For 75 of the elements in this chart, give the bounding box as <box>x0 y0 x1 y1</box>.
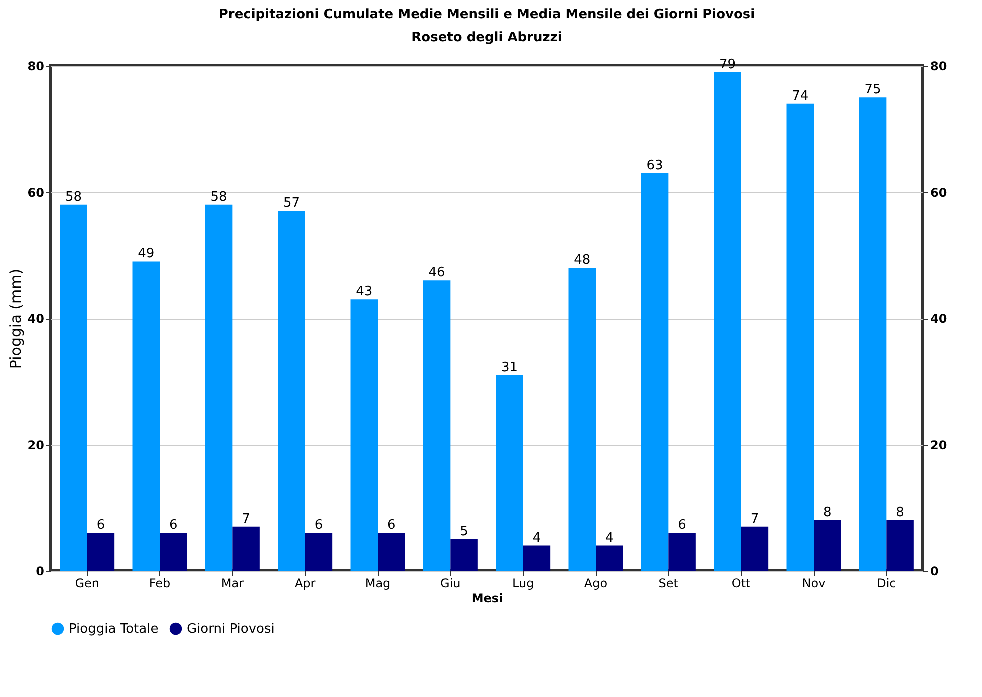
bar <box>450 539 478 571</box>
y2-tick-label: 20 <box>930 438 948 452</box>
bar <box>232 526 260 571</box>
bar <box>886 520 914 571</box>
bar <box>859 98 887 571</box>
y2-tick-label: 60 <box>930 186 948 200</box>
bar <box>668 533 696 571</box>
data-label: 7 <box>750 512 760 527</box>
y-axis-title: Pioggia (mm) <box>6 268 25 370</box>
bar <box>568 268 596 571</box>
y2-tick-label: 0 <box>930 564 939 578</box>
data-label: 6 <box>314 518 324 534</box>
data-label: 43 <box>356 284 373 300</box>
data-label: 8 <box>896 506 904 520</box>
bar <box>741 526 769 571</box>
bar <box>160 533 188 571</box>
x-tick-label: Feb <box>149 576 171 590</box>
bar <box>60 204 88 571</box>
x-tick-label: Lug <box>512 576 534 590</box>
x-tick-label: Gen <box>75 576 100 590</box>
x-axis-title: Mesi <box>472 592 504 606</box>
y2-tick-label: 80 <box>930 60 948 74</box>
data-label: 6 <box>387 518 396 534</box>
y-tick-label: 60 <box>28 186 44 200</box>
data-label: 31 <box>501 360 518 376</box>
bar <box>814 520 842 571</box>
y-tick-label: 80 <box>28 60 44 74</box>
bar <box>350 300 378 571</box>
y-tick-label: 40 <box>28 312 44 326</box>
data-label: 48 <box>574 253 591 268</box>
bar <box>641 173 669 571</box>
y-tick-label: 0 <box>36 564 44 578</box>
data-label: 58 <box>210 190 228 205</box>
bar <box>132 262 160 571</box>
data-label: 7 <box>242 512 250 527</box>
x-tick-label: Giu <box>440 576 461 590</box>
bar <box>205 204 233 571</box>
bar <box>87 533 115 571</box>
bar <box>596 546 624 571</box>
bar <box>496 375 524 571</box>
bar <box>378 533 406 571</box>
data-label: 6 <box>169 518 178 534</box>
data-label: 6 <box>96 518 106 534</box>
data-label: 63 <box>646 158 664 174</box>
x-tick-label: Ott <box>732 576 752 590</box>
y-tick-label: 20 <box>28 438 44 452</box>
x-tick-label: Dic <box>877 576 896 590</box>
data-label: 6 <box>678 518 686 534</box>
x-tick-label: Set <box>658 576 679 590</box>
data-label: 4 <box>532 530 542 546</box>
data-label: 8 <box>823 506 832 520</box>
x-tick-label: Nov <box>802 576 826 590</box>
bar <box>305 533 333 571</box>
y2-tick-label: 40 <box>930 312 948 326</box>
chart-title: Precipitazioni Cumulate Medie Mensili e Media Mensile dei Giorni Piovosi <box>218 7 756 22</box>
x-tick-label: Ago <box>584 576 608 590</box>
bar <box>523 546 551 571</box>
data-label: 75 <box>864 82 882 98</box>
data-label: 5 <box>460 524 468 540</box>
x-tick-label: Apr <box>294 576 316 590</box>
bar <box>714 72 742 571</box>
x-tick-label: Mar <box>221 576 244 590</box>
data-label: 49 <box>138 246 155 262</box>
data-label: 46 <box>428 266 446 281</box>
bar <box>278 211 306 571</box>
legend-label: Pioggia Totale <box>69 622 159 637</box>
data-label: 57 <box>283 196 300 212</box>
chart-subtitle: Roseto degli Abruzzi <box>412 30 562 46</box>
bar <box>786 104 814 571</box>
legend-label: Giorni Piovosi <box>187 622 275 637</box>
data-label: 58 <box>65 190 82 205</box>
data-label: 4 <box>605 530 614 546</box>
x-tick-label: Mag <box>365 576 391 590</box>
bar <box>423 280 451 571</box>
data-label: 74 <box>792 88 809 104</box>
